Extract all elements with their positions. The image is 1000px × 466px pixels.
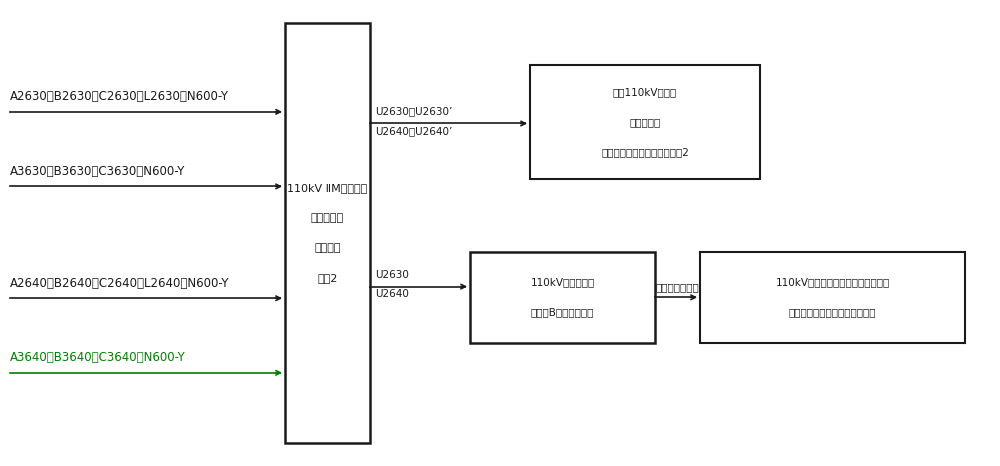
Text: U2640: U2640 [375, 289, 409, 299]
Text: 110kV故障录波及网络分析一体化柜: 110kV故障录波及网络分析一体化柜 [775, 277, 890, 287]
Bar [530, 65, 760, 179]
Text: A2630、B2630、C2630、L2630、N600-Y: A2630、B2630、C2630、L2630、N600-Y [10, 90, 229, 103]
Text: U2630、U2630’: U2630、U2630’ [375, 107, 452, 116]
Text: 110kV母线保护柜: 110kV母线保护柜 [530, 277, 595, 287]
Text: A3640、B3640、C3640、N600-Y: A3640、B3640、C3640、N600-Y [10, 351, 186, 364]
Text: 故障录波及网络分析一体化装置: 故障录波及网络分析一体化装置 [789, 307, 876, 317]
Text: 智能终端合并单元一体化装癨2: 智能终端合并单元一体化装癨2 [601, 148, 689, 158]
Text: A3630、B3630、C3630、N600-Y: A3630、B3630、C3630、N600-Y [10, 165, 185, 178]
Text: U2640、U2640’: U2640、U2640’ [375, 126, 452, 136]
Text: 智能控制柜: 智能控制柜 [629, 117, 661, 127]
Text: U2630: U2630 [375, 270, 409, 280]
Text: A2640、B2640、C2640、L2640、N600-Y: A2640、B2640、C2640、L2640、N600-Y [10, 277, 230, 290]
Text: 过程层B网中心交换机: 过程层B网中心交换机 [531, 307, 594, 317]
Text: 110kV ⅡM母线设备: 110kV ⅡM母线设备 [287, 183, 368, 192]
Text: 智能控制柜: 智能控制柜 [311, 213, 344, 223]
Bar [470, 252, 655, 343]
Text: （全部采样值）: （全部采样值） [656, 282, 699, 292]
Text: 主变110kV侧进线: 主变110kV侧进线 [613, 87, 677, 97]
Bar [285, 23, 370, 443]
Text: 装置2: 装置2 [317, 274, 338, 283]
Text: 合并单元: 合并单元 [314, 243, 341, 253]
Bar [700, 252, 965, 343]
